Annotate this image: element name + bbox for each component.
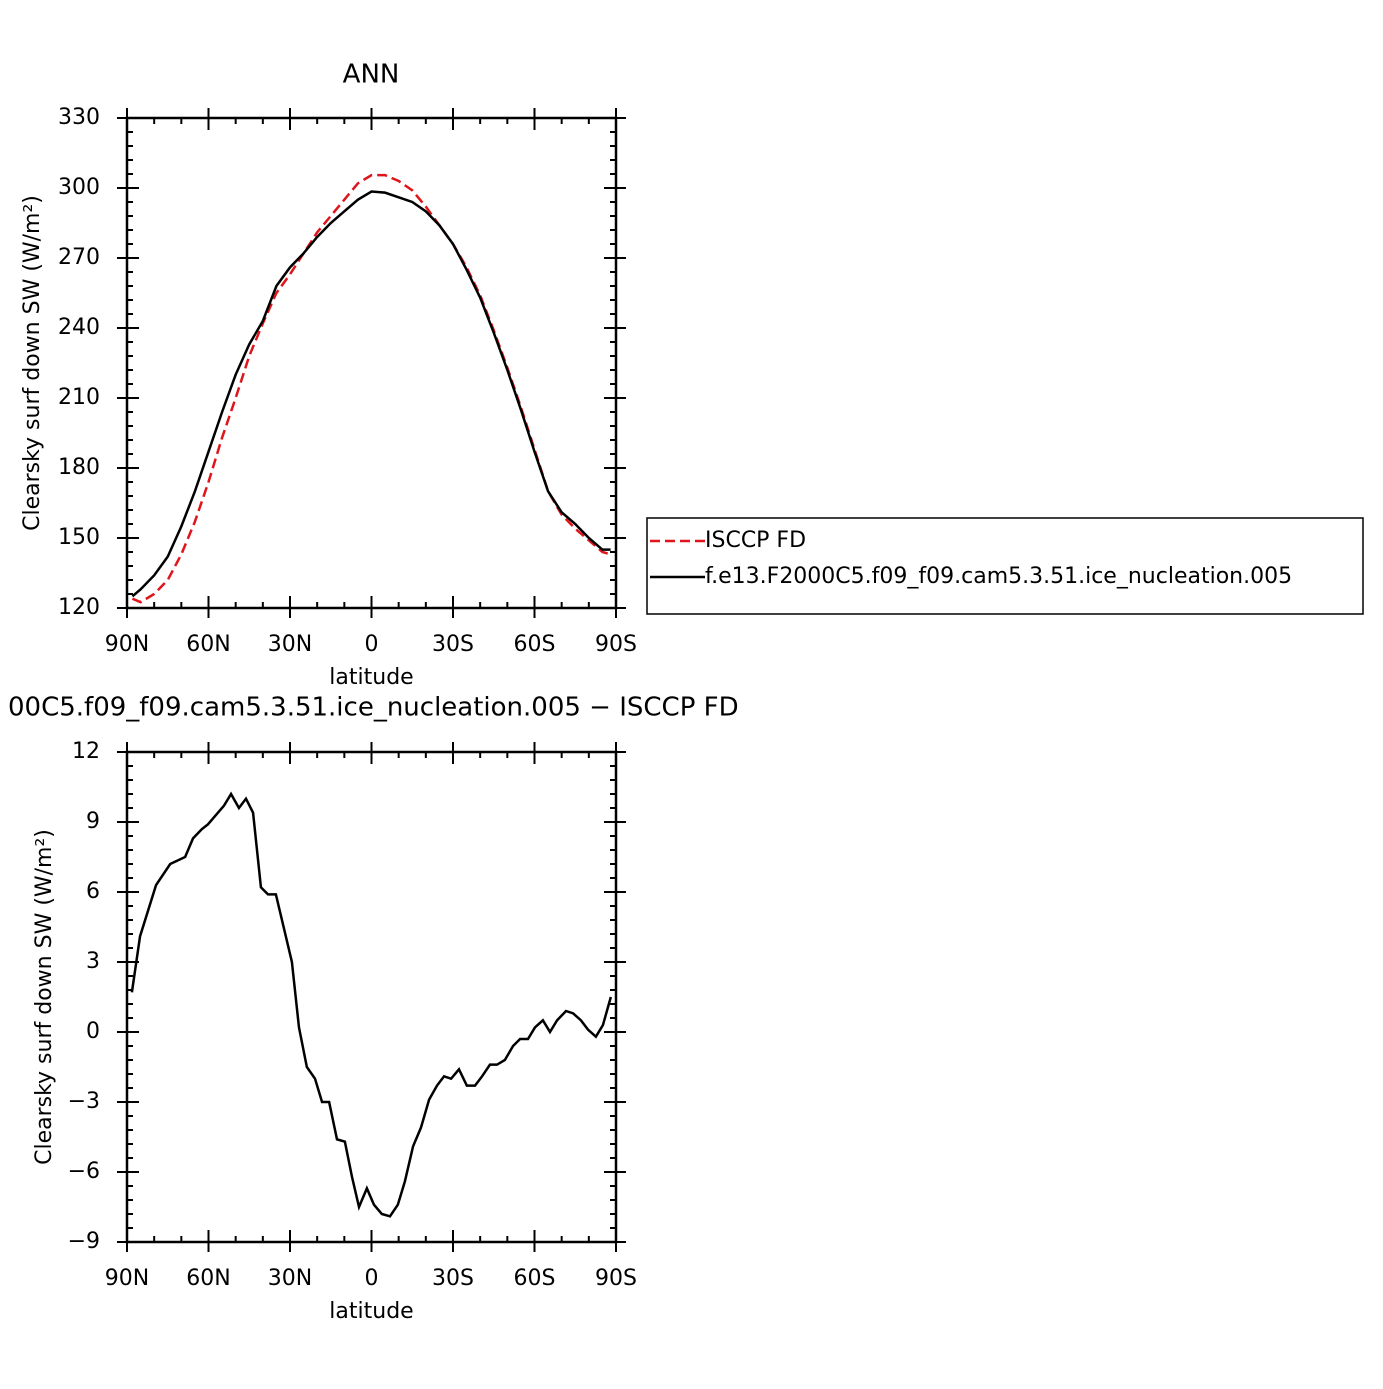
y-tick-label: 12 <box>72 739 100 764</box>
y-tick-label: 270 <box>58 245 100 270</box>
y-tick-label: 330 <box>58 105 100 130</box>
chart-title: 00C5.f09_f09.cam5.3.51.ice_nucleation.00… <box>8 693 739 723</box>
data-line <box>131 190 611 598</box>
x-tick-label: 60S <box>514 1266 556 1291</box>
x-tick-label: 90S <box>595 632 637 657</box>
legend-label: f.e13.F2000C5.f09_f09.cam5.3.51.ice_nucl… <box>705 564 1292 589</box>
x-tick-label: 90S <box>595 1266 637 1291</box>
y-tick-label: 150 <box>58 525 100 550</box>
legend-label: ISCCP FD <box>705 528 806 553</box>
y-axis-label: Clearsky surf down SW (W/m²) <box>20 195 45 531</box>
y-tick-label: 300 <box>58 175 100 200</box>
y-tick-label: 210 <box>58 385 100 410</box>
y-tick-label: 180 <box>58 455 100 480</box>
chart-title: ANN <box>343 60 400 90</box>
plot-frame <box>125 750 618 1244</box>
y-tick-label: −9 <box>68 1229 100 1254</box>
x-tick-label: 60N <box>186 632 230 657</box>
x-tick-label: 0 <box>365 1266 379 1291</box>
x-tick-label: 90N <box>105 1266 149 1291</box>
y-tick-label: 6 <box>86 879 100 904</box>
y-tick-label: −6 <box>68 1159 100 1184</box>
x-tick-label: 30N <box>268 1266 312 1291</box>
x-tick-label: 60S <box>514 632 556 657</box>
x-axis-label: latitude <box>329 665 413 690</box>
x-tick-label: 60N <box>186 1266 230 1291</box>
x-axis-label: latitude <box>329 1299 413 1324</box>
x-tick-label: 30S <box>432 1266 474 1291</box>
y-tick-label: 120 <box>58 595 100 620</box>
x-tick-label: 30S <box>432 632 474 657</box>
data-line <box>130 791 613 1218</box>
y-tick-label: 9 <box>86 809 100 834</box>
y-tick-label: 0 <box>86 1019 100 1044</box>
data-line <box>131 173 611 604</box>
x-tick-label: 90N <box>105 632 149 657</box>
y-tick-label: 240 <box>58 315 100 340</box>
y-tick-label: −3 <box>68 1089 100 1114</box>
legend-box <box>646 517 1364 615</box>
y-axis-label: Clearsky surf down SW (W/m²) <box>32 829 57 1165</box>
x-tick-label: 0 <box>365 632 379 657</box>
y-tick-label: 3 <box>86 949 100 974</box>
plot-frame <box>125 116 618 610</box>
x-tick-label: 30N <box>268 632 312 657</box>
